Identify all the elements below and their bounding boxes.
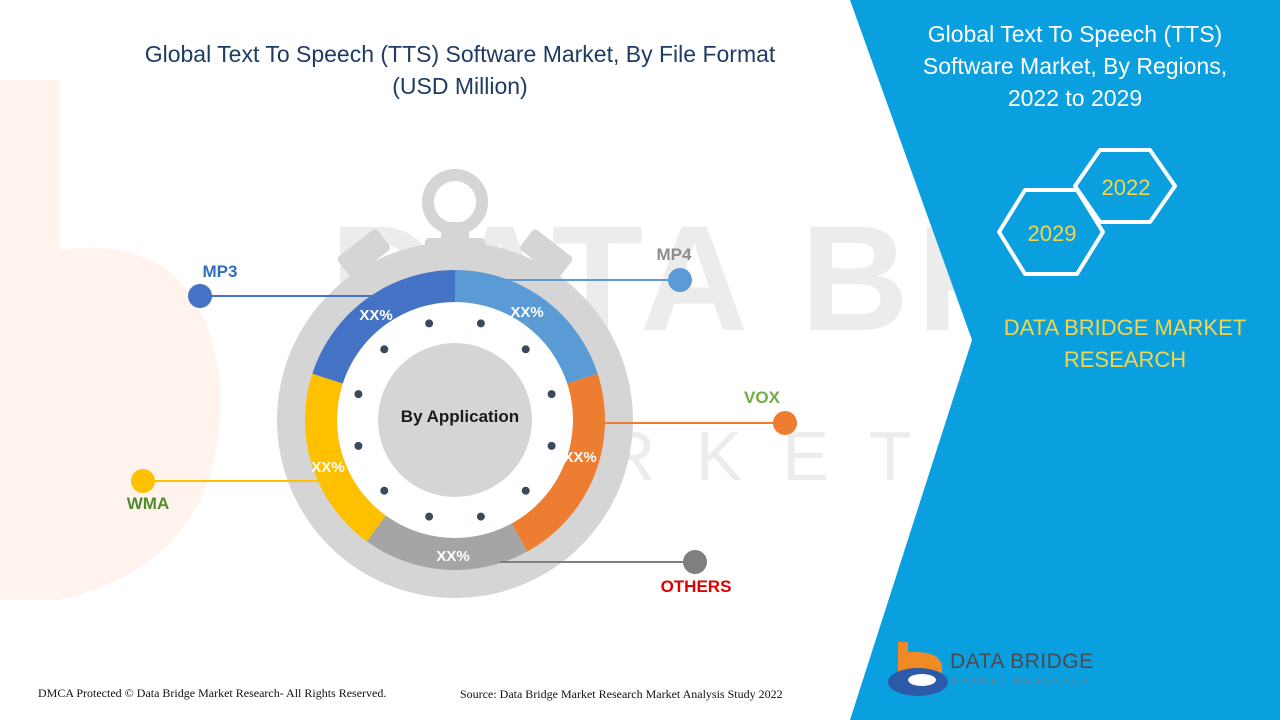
- brand-name-line2: RESEARCH: [1063, 347, 1187, 372]
- regions-title-line2: Software Market, By Regions,: [922, 53, 1228, 79]
- company-logo-mark: [888, 642, 948, 696]
- tick-dot: [476, 319, 485, 328]
- segment-value-mp4: XX%: [510, 304, 543, 321]
- tick-dot: [476, 512, 485, 521]
- regions-title-line3: 2022 to 2029: [1007, 85, 1143, 111]
- segment-value-vox: XX%: [563, 449, 596, 466]
- category-label-mp4: MP4: [657, 245, 693, 264]
- dmca-notice: DMCA Protected © Data Bridge Market Rese…: [38, 686, 387, 700]
- category-label-vox: VOX: [744, 388, 781, 407]
- hexagon-outline-2029: [997, 188, 1105, 276]
- tick-dot: [354, 441, 363, 450]
- marker-vox: [773, 411, 797, 435]
- donut-segments: [305, 270, 605, 570]
- segment-value-mp3: XX%: [359, 307, 392, 324]
- regions-title-line1: Global Text To Speech (TTS): [927, 21, 1223, 47]
- tick-dot: [380, 345, 389, 354]
- tick-dot: [547, 390, 556, 399]
- logo-tagline: MARKET RESEARCH: [952, 676, 1092, 685]
- tick-dot: [521, 486, 530, 495]
- donut-segment-vox: [511, 373, 605, 552]
- tick-dots: [354, 319, 556, 521]
- category-label-others: OTHERS: [661, 577, 732, 596]
- donut-segment-mp4: [455, 270, 598, 384]
- brand-name-line1: DATA BRIDGE MARKET: [1003, 315, 1247, 340]
- chart-title-line1: Global Text To Speech (TTS) Software Mar…: [144, 41, 776, 67]
- stopwatch-right-button: [520, 229, 573, 278]
- chart-title: Global Text To Speech (TTS) Software Mar…: [110, 38, 810, 102]
- tick-dot: [521, 345, 530, 354]
- category-label-wma: WMA: [127, 494, 169, 513]
- marker-others: [683, 550, 707, 574]
- hexagon-outline-2022: [1073, 148, 1177, 224]
- tick-dot: [425, 319, 434, 328]
- connectors: [143, 279, 785, 563]
- source-note: Source: Data Bridge Market Research Mark…: [460, 687, 783, 701]
- logo-wordmark: DATA BRIDGE: [950, 650, 1094, 673]
- marker-mp4: [668, 268, 692, 292]
- tick-dot: [380, 486, 389, 495]
- donut-segment-wma: [305, 373, 386, 542]
- tick-dot: [354, 390, 363, 399]
- stopwatch-left-button: [337, 229, 390, 278]
- hex-year-2029: 2029: [1028, 221, 1077, 246]
- segment-value-wma: XX%: [311, 459, 344, 476]
- tick-dot: [425, 512, 434, 521]
- donut-segment-mp3: [312, 270, 455, 384]
- tick-dot: [547, 441, 556, 450]
- stopwatch-center-disc: [378, 343, 532, 497]
- regions-title: Global Text To Speech (TTS) Software Mar…: [900, 18, 1250, 114]
- marker-wma: [131, 469, 155, 493]
- chart-title-line2: (USD Million): [392, 73, 528, 99]
- hex-year-2022: 2022: [1102, 175, 1151, 200]
- category-label-mp3: MP3: [203, 262, 238, 281]
- chart-center-label: By Application: [401, 407, 519, 426]
- segment-value-others: XX%: [436, 548, 469, 565]
- donut-segment-others: [366, 515, 528, 570]
- brand-name: DATA BRIDGE MARKET RESEARCH: [980, 312, 1270, 376]
- marker-mp3: [188, 284, 212, 308]
- year-hexagons: 2022 2029: [997, 148, 1177, 276]
- legend-markers: [131, 268, 797, 574]
